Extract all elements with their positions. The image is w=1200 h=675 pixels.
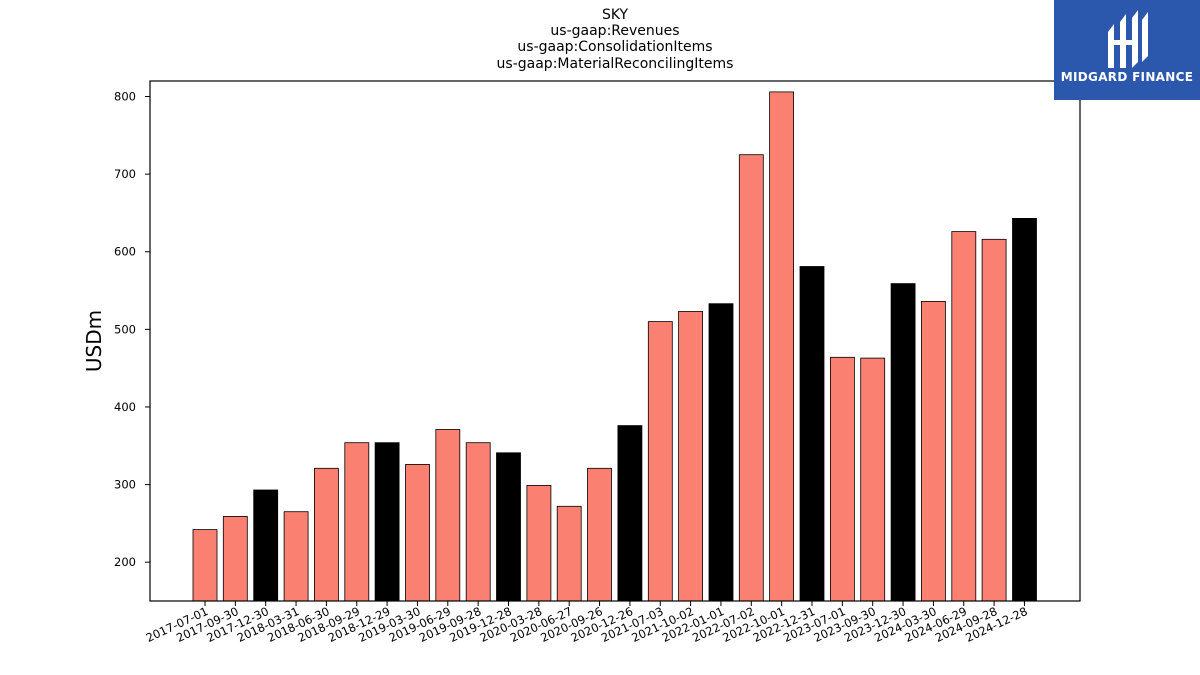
y-axis: 200 300 400 500 600 700 800 xyxy=(114,90,150,569)
bar-2024-06-29 xyxy=(951,231,977,602)
bar-2017-07-01 xyxy=(192,529,218,602)
plot-frame xyxy=(149,80,1081,602)
bar-2019-09-28 xyxy=(465,442,491,602)
bar-2022-01-01 xyxy=(708,303,734,602)
bar-2021-07-03 xyxy=(647,321,673,602)
bar-2020-12-26 xyxy=(617,425,643,602)
bar-2024-12-28 xyxy=(1012,217,1037,602)
bar-2019-03-30 xyxy=(405,463,430,602)
bar-2020-03-28 xyxy=(526,484,552,602)
x-axis: 2017-07-012017-09-302017-12-302018-03-31… xyxy=(144,601,1030,645)
chart-subtitle-1: us-gaap:Revenues xyxy=(550,23,680,39)
bar-2024-09-28 xyxy=(981,238,1007,602)
bar-2024-03-30 xyxy=(921,300,946,602)
y-tick-label: 700 xyxy=(114,167,136,181)
bar-2018-06-30 xyxy=(313,467,339,602)
bar-2019-06-29 xyxy=(435,429,461,602)
bar-2022-07-02 xyxy=(738,154,764,602)
bar-2022-10-01 xyxy=(769,91,794,602)
y-tick-label: 200 xyxy=(114,555,136,569)
bar-2019-12-28 xyxy=(496,452,521,602)
bar-2017-12-30 xyxy=(253,489,279,602)
bar-2021-10-02 xyxy=(678,311,703,602)
bar-2017-09-30 xyxy=(222,516,248,602)
y-tick-label: 300 xyxy=(114,478,136,492)
y-tick-label: 600 xyxy=(114,245,136,259)
y-tick-label: 800 xyxy=(114,90,136,104)
bar-2023-12-30 xyxy=(890,283,916,602)
midgard-logo-icon xyxy=(1108,10,1148,68)
bar-2020-09-26 xyxy=(587,467,612,602)
midgard-finance-logo: MIDGARD FINANCE xyxy=(1054,0,1200,100)
chart-subtitle-3: us-gaap:MaterialReconcilingItems xyxy=(496,56,734,72)
bar-2023-09-30 xyxy=(860,357,886,602)
logo-text: MIDGARD FINANCE xyxy=(1060,70,1194,84)
bar-2023-07-01 xyxy=(830,356,855,602)
y-tick-label: 400 xyxy=(114,400,136,414)
bar-2022-12-31 xyxy=(799,266,825,602)
bar-2018-12-29 xyxy=(374,442,400,602)
bar-2018-09-29 xyxy=(344,442,370,602)
bar-2018-03-31 xyxy=(283,511,309,602)
bar-2020-06-27 xyxy=(556,505,582,602)
y-tick-label: 500 xyxy=(114,322,136,336)
chart-title: SKY xyxy=(601,7,629,23)
chart-subtitle-2: us-gaap:ConsolidationItems xyxy=(517,39,713,55)
bars-group xyxy=(192,91,1037,602)
y-axis-label: USDm xyxy=(82,310,106,372)
